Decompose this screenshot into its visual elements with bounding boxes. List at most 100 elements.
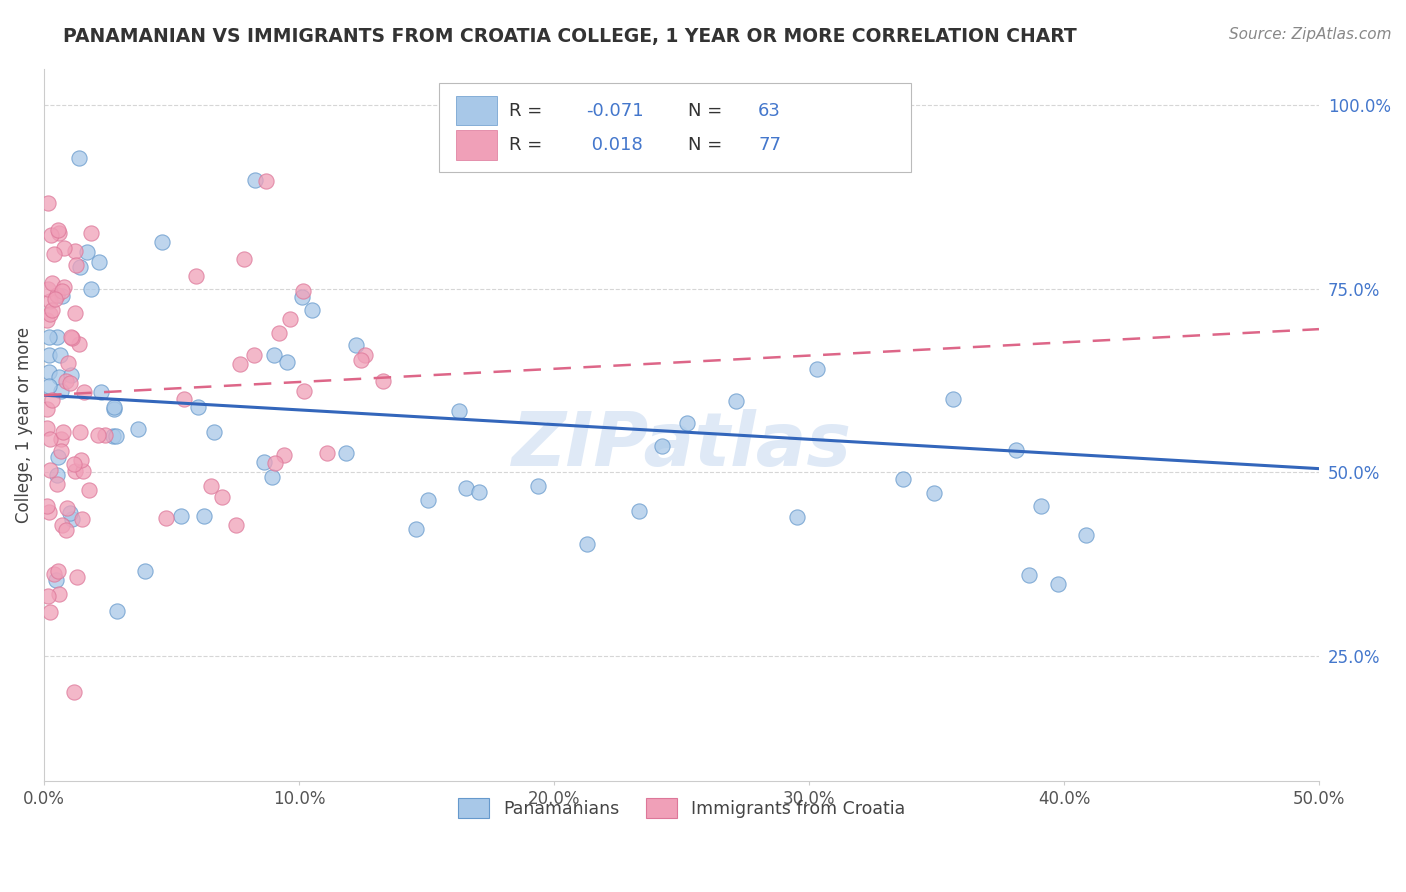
Point	[38, 348, 60, 362]
Text: R =: R =	[509, 136, 543, 153]
Point	[335, 445, 357, 459]
Text: ZIPatlas: ZIPatlas	[512, 409, 852, 483]
Point	[86, 428, 108, 442]
Point	[724, 393, 747, 408]
Text: N =: N =	[688, 136, 723, 153]
Text: 63: 63	[758, 102, 780, 120]
Point	[41, 393, 63, 408]
Point	[346, 337, 368, 351]
Point	[73, 384, 96, 399]
Point	[80, 282, 103, 296]
Point	[65, 258, 87, 272]
Point	[155, 511, 177, 525]
Point	[63, 684, 86, 698]
Point	[35, 499, 58, 513]
Point	[51, 518, 73, 533]
Point	[60, 330, 83, 344]
Point	[51, 288, 73, 302]
Point	[90, 385, 112, 400]
Point	[62, 331, 84, 345]
Point	[76, 244, 98, 259]
Point	[211, 490, 233, 504]
Point	[354, 348, 377, 362]
Point	[104, 428, 127, 442]
Point	[267, 326, 290, 340]
Point	[46, 564, 69, 578]
Point	[202, 425, 225, 440]
FancyBboxPatch shape	[456, 95, 496, 126]
Point	[70, 453, 93, 467]
Point	[56, 500, 79, 515]
Point	[291, 284, 314, 298]
Point	[173, 392, 195, 406]
Point	[243, 173, 266, 187]
Point	[37, 282, 59, 296]
Point	[37, 590, 59, 604]
Point	[243, 348, 266, 362]
Point	[371, 374, 394, 388]
Point	[350, 353, 373, 368]
Point	[922, 485, 945, 500]
Point	[55, 374, 77, 388]
Point	[942, 392, 965, 407]
Point	[134, 564, 156, 578]
Point	[39, 294, 62, 309]
Point	[56, 356, 79, 370]
Point	[229, 357, 252, 371]
Point	[70, 512, 93, 526]
Point	[69, 260, 91, 274]
Point	[786, 510, 808, 524]
Point	[52, 425, 75, 439]
Point	[35, 401, 58, 416]
Point	[467, 484, 489, 499]
Point	[46, 467, 69, 482]
Point	[41, 303, 63, 318]
Point	[55, 523, 77, 537]
Point	[42, 567, 65, 582]
Point	[1018, 568, 1040, 582]
Point	[39, 463, 62, 477]
Point	[806, 361, 828, 376]
Point	[53, 280, 76, 294]
Point	[51, 284, 73, 298]
Point	[59, 506, 82, 520]
Point	[89, 255, 111, 269]
Point	[103, 401, 125, 415]
Point	[187, 401, 209, 415]
Point	[69, 425, 91, 439]
Point	[46, 329, 69, 343]
Point	[447, 404, 470, 418]
Point	[60, 512, 83, 526]
Point	[416, 492, 439, 507]
Point	[38, 365, 60, 379]
Point	[67, 337, 90, 351]
Point	[41, 276, 63, 290]
Point	[39, 228, 62, 243]
Point	[63, 305, 86, 319]
Point	[44, 246, 66, 260]
Text: -0.071: -0.071	[586, 102, 644, 120]
Point	[48, 586, 70, 600]
Point	[65, 465, 87, 479]
Point	[225, 517, 247, 532]
Point	[72, 464, 94, 478]
Point	[200, 479, 222, 493]
Text: PANAMANIAN VS IMMIGRANTS FROM CROATIA COLLEGE, 1 YEAR OR MORE CORRELATION CHART: PANAMANIAN VS IMMIGRANTS FROM CROATIA CO…	[63, 27, 1077, 45]
Point	[59, 376, 82, 390]
Text: R =: R =	[509, 102, 543, 120]
Point	[276, 355, 298, 369]
Point	[273, 448, 295, 462]
Point	[63, 244, 86, 258]
Point	[45, 288, 67, 302]
Text: N =: N =	[688, 102, 723, 120]
Point	[48, 450, 70, 465]
Point	[891, 472, 914, 486]
Point	[264, 456, 287, 470]
Point	[292, 384, 315, 398]
Text: Source: ZipAtlas.com: Source: ZipAtlas.com	[1229, 27, 1392, 42]
Point	[150, 235, 173, 249]
Point	[627, 504, 650, 518]
Point	[63, 457, 86, 471]
Point	[46, 223, 69, 237]
Point	[170, 508, 193, 523]
